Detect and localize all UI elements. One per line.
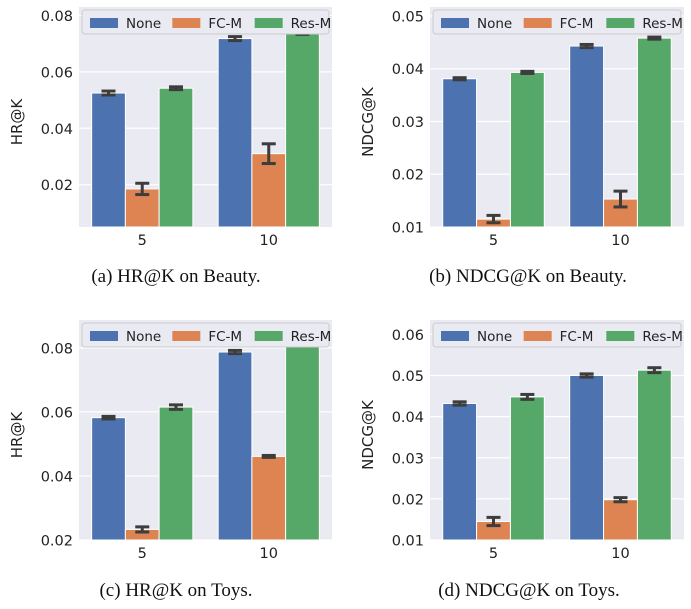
legend-swatch xyxy=(523,18,552,28)
y-tick-label: 0.05 xyxy=(392,9,424,25)
legend-label: Res-M xyxy=(291,329,332,345)
caption-c: (c) HR@K on Toys. xyxy=(99,580,253,601)
x-tick-label: 5 xyxy=(138,233,147,249)
bar xyxy=(217,38,253,228)
chart-panel-a: 0.02 0.04 0.06 0.08 HR@K 5 10 None FC-M Res-M xyxy=(8,7,332,249)
legend-swatch xyxy=(441,18,469,28)
caption-d: (d) NDCG@K on Toys. xyxy=(438,580,620,601)
legend-swatch xyxy=(606,331,635,341)
legend-label: None xyxy=(477,329,512,345)
legend-label: None xyxy=(126,329,161,345)
y-tick-label: 0.03 xyxy=(392,115,424,131)
y-tick-label: 0.08 xyxy=(41,341,73,357)
legend-label: None xyxy=(126,16,161,32)
bar xyxy=(158,406,194,541)
y-tick-label: 0.05 xyxy=(392,369,424,385)
y-tick-label: 0.01 xyxy=(392,534,424,550)
legend-swatch xyxy=(90,331,118,341)
y-tick-label: 0.06 xyxy=(41,65,73,81)
caption-a: (a) HR@K on Beauty. xyxy=(91,266,261,287)
legend-swatch xyxy=(606,18,635,28)
legend-label: Res-M xyxy=(642,329,683,345)
y-tick-label: 0.04 xyxy=(41,122,73,138)
bar xyxy=(603,499,638,541)
bar xyxy=(509,396,545,541)
legend-label: FC-M xyxy=(208,329,242,345)
legend-label: FC-M xyxy=(560,329,594,345)
legend-label: Res-M xyxy=(642,16,683,32)
bar xyxy=(636,37,672,228)
legend-swatch xyxy=(90,18,118,28)
bar xyxy=(509,71,545,228)
legend: None FC-M Res-M xyxy=(81,322,332,348)
legend-label: FC-M xyxy=(560,16,594,32)
bar xyxy=(91,417,126,541)
bar xyxy=(251,153,287,228)
x-tick-label: 5 xyxy=(489,546,498,562)
bar xyxy=(285,341,320,541)
legend-label: FC-M xyxy=(208,16,242,32)
y-axis-label: HR@K xyxy=(8,411,26,459)
y-tick-label: 0.04 xyxy=(392,410,424,426)
bar xyxy=(91,92,126,228)
bar xyxy=(285,31,320,228)
bar xyxy=(442,402,478,541)
y-tick-label: 0.03 xyxy=(392,451,424,467)
bar xyxy=(569,45,605,228)
bar xyxy=(217,351,253,541)
caption-b: (b) NDCG@K on Beauty. xyxy=(429,266,627,287)
x-tick-label: 5 xyxy=(138,546,147,562)
y-tick-label: 0.04 xyxy=(392,62,424,78)
x-tick-label: 10 xyxy=(260,233,278,249)
legend: None FC-M Res-M xyxy=(432,9,683,35)
y-tick-label: 0.01 xyxy=(392,221,424,237)
legend-label: None xyxy=(477,16,512,32)
bar xyxy=(251,455,287,541)
y-axis-label: NDCG@K xyxy=(359,399,377,470)
chart-panel-d: 0.01 0.02 0.03 0.04 0.05 0.06 NDCG@K 5 10 None FC-… xyxy=(359,320,684,562)
legend: None FC-M Res-M xyxy=(81,9,332,35)
y-tick-label: 0.02 xyxy=(392,168,424,184)
x-tick-label: 10 xyxy=(260,546,278,562)
legend-swatch xyxy=(441,331,469,341)
y-tick-label: 0.06 xyxy=(41,405,73,421)
x-tick-label: 10 xyxy=(611,233,629,249)
y-tick-label: 0.02 xyxy=(41,178,73,194)
legend-swatch xyxy=(523,331,552,341)
y-tick-label: 0.08 xyxy=(41,9,73,25)
bar xyxy=(442,78,478,228)
bar xyxy=(569,375,605,541)
legend-swatch xyxy=(172,331,201,341)
legend-swatch xyxy=(254,18,283,28)
y-tick-label: 0.04 xyxy=(41,469,73,485)
y-tick-label: 0.02 xyxy=(392,492,424,508)
y-axis-label: HR@K xyxy=(8,98,26,146)
y-tick-label: 0.06 xyxy=(392,328,424,344)
chart-panel-c: 0.02 0.04 0.06 0.08 HR@K 5 10 None FC-M Res-M xyxy=(8,320,332,562)
x-tick-label: 10 xyxy=(611,546,629,562)
legend: None FC-M Res-M xyxy=(432,322,683,348)
legend-swatch xyxy=(254,331,283,341)
legend-swatch xyxy=(172,18,201,28)
bar xyxy=(636,369,672,541)
x-tick-label: 5 xyxy=(489,233,498,249)
y-axis-label: NDCG@K xyxy=(359,86,377,157)
bar xyxy=(158,87,194,228)
y-tick-label: 0.02 xyxy=(41,534,73,550)
legend-label: Res-M xyxy=(291,16,332,32)
chart-panel-b: 0.01 0.02 0.03 0.04 0.05 NDCG@K 5 10 None FC-M Res… xyxy=(359,7,684,249)
